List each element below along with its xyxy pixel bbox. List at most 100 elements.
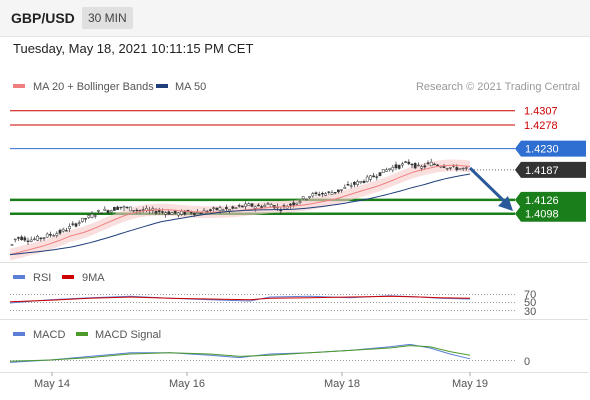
candle-body (404, 161, 407, 163)
candle-body (52, 235, 55, 237)
rsi-9ma-line (9, 295, 471, 303)
candle-body (289, 203, 292, 206)
candle-body (420, 166, 423, 169)
candle-body (301, 196, 305, 199)
level-label: 1.4230 (525, 144, 559, 156)
forecast-arrow-line (468, 166, 508, 205)
bollinger-fill (10, 159, 470, 261)
legend-ma50-swatch (156, 84, 168, 88)
credit-text: Research © 2021 Trading Central (416, 81, 580, 93)
macd-tick-0: 0 (524, 356, 530, 368)
candle-body (269, 204, 273, 208)
candle-body (317, 194, 321, 196)
level-label: 1.4126 (525, 195, 559, 207)
candle-body (97, 210, 100, 212)
candlesticks (10, 158, 468, 246)
candle-body (23, 237, 27, 241)
candle-body (279, 209, 283, 212)
candle-body (337, 189, 340, 193)
level-tag (515, 140, 586, 157)
x-tick-label: May 14 (34, 378, 70, 390)
candle-body (436, 164, 439, 166)
candle-body (385, 169, 388, 172)
candle-body (87, 215, 91, 218)
candle-body (333, 191, 337, 194)
level-label: 1.4278 (524, 120, 558, 132)
level-tag (515, 161, 586, 178)
candle-body (225, 207, 228, 210)
timestamp: Tuesday, May 18, 2021 10:11:15 PM CET (13, 41, 254, 56)
candle-body (36, 236, 39, 241)
legend-signal-swatch (76, 332, 88, 336)
legend-rsi-swatch (13, 275, 25, 279)
top-bar: GBP/USD 30 MIN (0, 0, 590, 37)
candle-body (106, 210, 110, 213)
candle-body (109, 210, 113, 213)
candle-body (167, 211, 171, 215)
forecast-arrow-head (498, 196, 513, 211)
candle-body (362, 180, 366, 183)
candle-body (68, 226, 71, 230)
candle-body (433, 163, 436, 166)
candle-body (442, 166, 446, 168)
candle-body (263, 205, 267, 207)
legend-ma20-swatch (13, 84, 25, 88)
candle-body (330, 192, 334, 195)
candle-body (71, 223, 75, 225)
candle-body (250, 203, 254, 207)
candle-body (381, 169, 385, 173)
timeframe-button[interactable]: 30 MIN (82, 7, 133, 29)
candle-body (100, 212, 103, 214)
candle-body (113, 207, 116, 211)
x-tick-label: May 18 (324, 378, 360, 390)
candle-body (180, 211, 183, 215)
candle-body (413, 163, 417, 169)
candle-body (234, 207, 238, 209)
rsi-tick-30: 30 (524, 306, 536, 318)
candle-body (369, 175, 372, 180)
candle-body (244, 203, 247, 207)
ma50-line (9, 173, 471, 256)
candle-body (429, 161, 433, 167)
legend-signal-label: MACD Signal (95, 329, 161, 341)
legend-ma20-label: MA 20 + Bollinger Bands (33, 81, 154, 93)
candle-body (215, 207, 219, 211)
candle-body (282, 205, 286, 207)
candle-body (327, 191, 331, 193)
candle-body (461, 167, 465, 170)
candle-body (388, 168, 391, 171)
candle-body (173, 210, 177, 214)
candle-body (212, 207, 215, 209)
candle-body (221, 209, 225, 211)
candle-body (237, 205, 241, 207)
candle-body (116, 206, 119, 210)
candle-body (257, 204, 260, 207)
candle-body (135, 209, 139, 212)
candle-body (445, 167, 449, 170)
legend-rsi-label: RSI (33, 272, 51, 284)
candle-body (39, 237, 43, 240)
candle-body (340, 189, 343, 191)
candle-body (343, 186, 347, 189)
candle-body (13, 238, 17, 241)
candle-body (349, 185, 353, 187)
candle-body (58, 229, 62, 234)
candle-body (324, 193, 327, 196)
candle-body (125, 206, 129, 209)
levels-group: 1.4307 1.4278 1.4230 1.4187 1.4126 1.4098 (10, 106, 586, 222)
candle-body (29, 239, 33, 242)
candle-body (372, 175, 375, 178)
candle-body (199, 212, 203, 215)
candle-body (218, 207, 222, 211)
candle-body (129, 206, 132, 212)
level-label: 1.4307 (524, 106, 558, 118)
x-tick-label: May 16 (169, 378, 205, 390)
legend-ma50-label: MA 50 (175, 81, 206, 93)
candle-body (122, 206, 126, 209)
candle-body (193, 212, 196, 215)
candle-body (359, 180, 363, 183)
candle-body (423, 165, 427, 168)
candle-body (356, 181, 359, 185)
candle-body (81, 217, 84, 222)
x-tick-label: May 19 (452, 378, 488, 390)
